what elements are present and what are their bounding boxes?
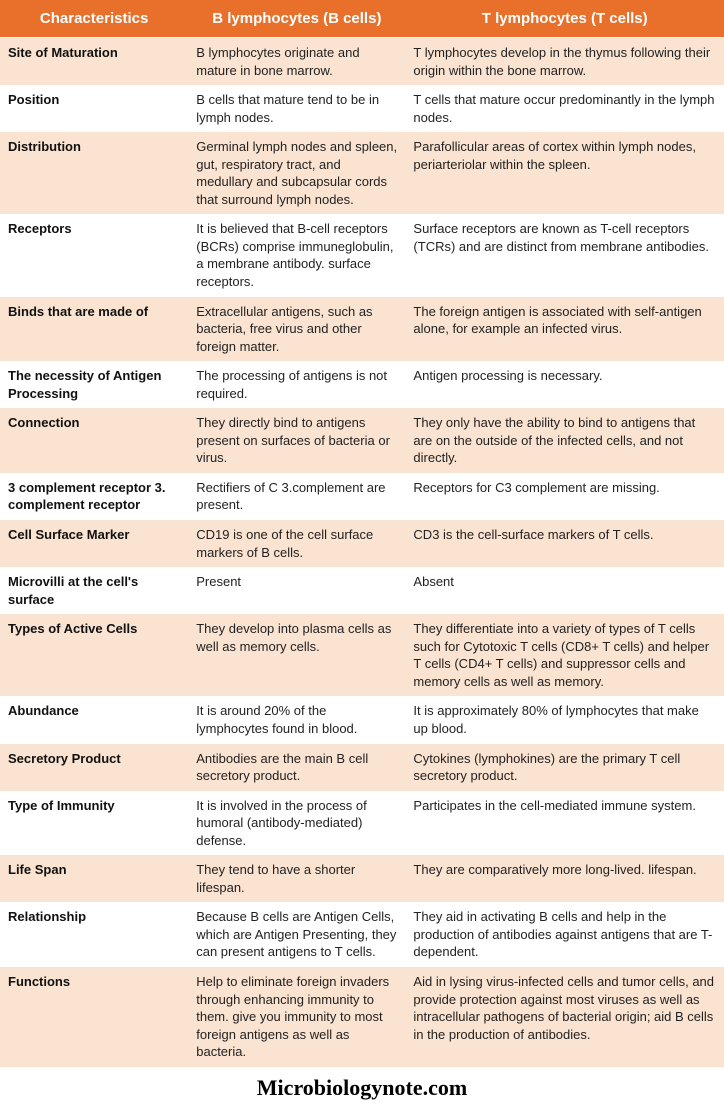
t-cell-value: Aid in lysing virus-infected cells and t…	[405, 967, 724, 1067]
characteristic-cell: Functions	[0, 967, 188, 1067]
b-cell-value: Because B cells are Antigen Cells, which…	[188, 902, 405, 967]
table-body: Site of MaturationB lymphocytes originat…	[0, 38, 724, 1067]
t-cell-value: It is approximately 80% of lymphocytes t…	[405, 696, 724, 743]
table-row: Microvilli at the cell's surfacePresentA…	[0, 567, 724, 614]
characteristic-cell: Receptors	[0, 214, 188, 296]
b-cell-value: B cells that mature tend to be in lymph …	[188, 85, 405, 132]
characteristic-cell: Life Span	[0, 855, 188, 902]
b-cell-value: Present	[188, 567, 405, 614]
b-cell-value: The processing of antigens is not requir…	[188, 361, 405, 408]
characteristic-cell: Site of Maturation	[0, 38, 188, 86]
table-row: Secretory ProductAntibodies are the main…	[0, 744, 724, 791]
t-cell-value: Cytokines (lymphokines) are the primary …	[405, 744, 724, 791]
t-cell-value: They aid in activating B cells and help …	[405, 902, 724, 967]
t-cell-value: T lymphocytes develop in the thymus foll…	[405, 38, 724, 86]
table-row: DistributionGerminal lymph nodes and spl…	[0, 132, 724, 214]
table-row: ConnectionThey directly bind to antigens…	[0, 408, 724, 473]
characteristic-cell: Connection	[0, 408, 188, 473]
t-cell-value: They only have the ability to bind to an…	[405, 408, 724, 473]
characteristic-cell: Cell Surface Marker	[0, 520, 188, 567]
t-cell-value: T cells that mature occur predominantly …	[405, 85, 724, 132]
t-cell-value: Surface receptors are known as T-cell re…	[405, 214, 724, 296]
table-row: PositionB cells that mature tend to be i…	[0, 85, 724, 132]
b-cell-value: They tend to have a shorter lifespan.	[188, 855, 405, 902]
table-row: FunctionsHelp to eliminate foreign invad…	[0, 967, 724, 1067]
characteristic-cell: Secretory Product	[0, 744, 188, 791]
t-cell-value: CD3 is the cell-surface markers of T cel…	[405, 520, 724, 567]
t-cell-value: Receptors for C3 complement are missing.	[405, 473, 724, 520]
header-row: Characteristics B lymphocytes (B cells) …	[0, 0, 724, 38]
characteristic-cell: Relationship	[0, 902, 188, 967]
comparison-table: Characteristics B lymphocytes (B cells) …	[0, 0, 724, 1067]
b-cell-value: B lymphocytes originate and mature in bo…	[188, 38, 405, 86]
t-cell-value: Parafollicular areas of cortex within ly…	[405, 132, 724, 214]
t-cell-value: Participates in the cell-mediated immune…	[405, 791, 724, 856]
table-row: Type of ImmunityIt is involved in the pr…	[0, 791, 724, 856]
characteristic-cell: Types of Active Cells	[0, 614, 188, 696]
characteristic-cell: Microvilli at the cell's surface	[0, 567, 188, 614]
t-cell-value: Antigen processing is necessary.	[405, 361, 724, 408]
table-row: Types of Active CellsThey develop into p…	[0, 614, 724, 696]
b-cell-value: Extracellular antigens, such as bacteria…	[188, 297, 405, 362]
b-cell-value: Rectifiers of C 3.complement are present…	[188, 473, 405, 520]
b-cell-value: Antibodies are the main B cell secretory…	[188, 744, 405, 791]
b-cell-value: It is involved in the process of humoral…	[188, 791, 405, 856]
footer-credit: Microbiologynote.com	[0, 1067, 724, 1105]
table-row: ReceptorsIt is believed that B-cell rece…	[0, 214, 724, 296]
t-cell-value: The foreign antigen is associated with s…	[405, 297, 724, 362]
t-cell-value: They are comparatively more long-lived. …	[405, 855, 724, 902]
header-characteristics: Characteristics	[0, 0, 188, 38]
b-cell-value: CD19 is one of the cell surface markers …	[188, 520, 405, 567]
characteristic-cell: Abundance	[0, 696, 188, 743]
characteristic-cell: Type of Immunity	[0, 791, 188, 856]
table-row: AbundanceIt is around 20% of the lymphoc…	[0, 696, 724, 743]
table-row: 3 complement receptor 3. complement rece…	[0, 473, 724, 520]
characteristic-cell: Distribution	[0, 132, 188, 214]
b-cell-value: They develop into plasma cells as well a…	[188, 614, 405, 696]
table-row: Binds that are made ofExtracellular anti…	[0, 297, 724, 362]
b-cell-value: Help to eliminate foreign invaders throu…	[188, 967, 405, 1067]
characteristic-cell: The necessity of Antigen Processing	[0, 361, 188, 408]
table-row: RelationshipBecause B cells are Antigen …	[0, 902, 724, 967]
characteristic-cell: 3 complement receptor 3. complement rece…	[0, 473, 188, 520]
b-cell-value: They directly bind to antigens present o…	[188, 408, 405, 473]
table-row: The necessity of Antigen ProcessingThe p…	[0, 361, 724, 408]
characteristic-cell: Position	[0, 85, 188, 132]
characteristic-cell: Binds that are made of	[0, 297, 188, 362]
table-row: Site of MaturationB lymphocytes originat…	[0, 38, 724, 86]
b-cell-value: It is around 20% of the lymphocytes foun…	[188, 696, 405, 743]
b-cell-value: Germinal lymph nodes and spleen, gut, re…	[188, 132, 405, 214]
table-row: Cell Surface MarkerCD19 is one of the ce…	[0, 520, 724, 567]
t-cell-value: They differentiate into a variety of typ…	[405, 614, 724, 696]
t-cell-value: Absent	[405, 567, 724, 614]
table-row: Life SpanThey tend to have a shorter lif…	[0, 855, 724, 902]
header-t-cells: T lymphocytes (T cells)	[405, 0, 724, 38]
b-cell-value: It is believed that B-cell receptors (BC…	[188, 214, 405, 296]
header-b-cells: B lymphocytes (B cells)	[188, 0, 405, 38]
